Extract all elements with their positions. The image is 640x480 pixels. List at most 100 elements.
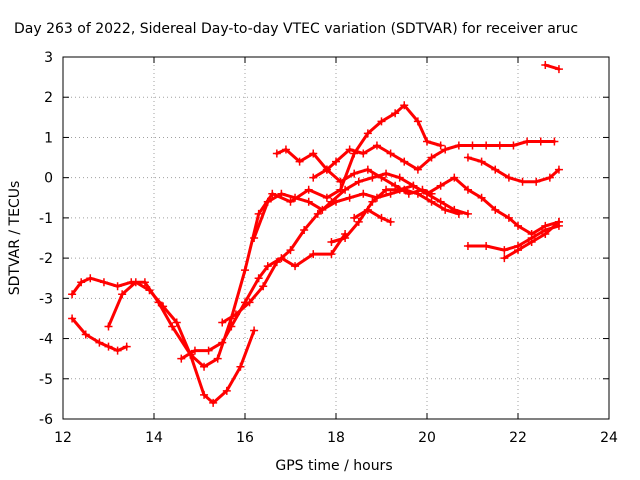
- plus-marker: [372, 141, 381, 150]
- plus-marker: [363, 165, 372, 174]
- plus-marker: [382, 169, 391, 178]
- plus-marker: [482, 141, 491, 150]
- plus-marker: [368, 173, 377, 182]
- plus-marker: [332, 197, 340, 206]
- plus-marker: [122, 342, 131, 351]
- plus-marker: [291, 262, 300, 271]
- grid: [63, 57, 609, 419]
- plus-marker: [168, 322, 177, 331]
- plus-marker: [404, 189, 413, 198]
- plus-marker: [395, 185, 404, 194]
- plus-marker: [322, 165, 331, 174]
- series-layer: [68, 61, 563, 407]
- plus-marker: [500, 254, 509, 263]
- y-tick-label: -4: [39, 332, 53, 348]
- plus-marker: [104, 342, 113, 351]
- plus-marker: [409, 181, 418, 190]
- plus-marker: [172, 318, 181, 327]
- y-tick-label: 3: [44, 50, 53, 66]
- series-track-4: [177, 229, 350, 363]
- plus-marker: [354, 217, 363, 226]
- plus-marker: [345, 193, 354, 202]
- plus-marker: [400, 157, 409, 166]
- plus-marker: [86, 274, 95, 283]
- plus-marker: [527, 238, 536, 247]
- plus-marker: [81, 330, 90, 339]
- plus-marker: [391, 109, 400, 118]
- plus-marker: [272, 258, 281, 267]
- plus-marker: [482, 242, 491, 251]
- plus-marker: [377, 213, 386, 222]
- plus-marker: [463, 242, 472, 251]
- plus-marker: [241, 266, 249, 275]
- plus-marker: [541, 61, 550, 70]
- y-tick-label: -3: [39, 291, 53, 307]
- series-trace: [352, 208, 393, 224]
- plus-marker: [304, 197, 313, 206]
- series-track-8: [309, 137, 559, 182]
- plus-marker: [309, 250, 318, 259]
- plus-marker: [113, 346, 122, 355]
- plus-marker: [77, 278, 86, 287]
- plus-marker: [304, 185, 313, 194]
- plus-marker: [68, 314, 77, 323]
- plus-marker: [550, 137, 559, 146]
- series-track-7: [272, 145, 436, 198]
- plus-marker: [554, 65, 563, 74]
- series-track-9: [327, 181, 472, 247]
- plus-marker: [295, 157, 304, 166]
- plus-marker: [309, 173, 318, 182]
- plus-marker: [263, 262, 272, 271]
- x-tick-label: 14: [145, 430, 163, 446]
- series-track-2: [68, 314, 131, 355]
- x-tick-label: 12: [54, 430, 72, 446]
- plus-marker: [504, 213, 513, 222]
- plus-marker: [309, 149, 318, 158]
- plus-marker: [204, 346, 213, 355]
- plus-marker: [450, 173, 459, 182]
- x-tick-label: 16: [236, 430, 254, 446]
- plus-marker: [68, 290, 77, 299]
- plus-marker: [277, 189, 286, 198]
- plus-marker: [427, 153, 436, 162]
- plus-marker: [359, 189, 368, 198]
- plus-marker: [341, 234, 350, 242]
- plus-marker: [463, 209, 472, 218]
- series-track-13: [500, 217, 563, 263]
- plus-marker: [468, 141, 477, 150]
- plus-marker: [504, 173, 513, 182]
- plus-marker: [436, 197, 445, 206]
- plus-marker: [514, 246, 522, 255]
- plus-marker: [245, 298, 254, 307]
- series-track-10: [350, 205, 395, 226]
- plus-marker: [327, 238, 336, 247]
- plus-marker: [231, 310, 240, 319]
- plus-marker: [477, 193, 486, 202]
- plus-marker: [518, 177, 527, 186]
- y-tick-label: 0: [44, 171, 53, 187]
- plus-marker: [118, 290, 127, 299]
- plus-marker: [350, 169, 359, 178]
- x-tick-label: 20: [418, 430, 436, 446]
- plus-marker: [454, 141, 463, 150]
- plus-marker: [104, 322, 113, 331]
- plus-marker: [354, 177, 363, 186]
- plus-marker: [99, 278, 108, 287]
- plus-marker: [400, 101, 409, 110]
- x-tick-label: 24: [600, 430, 618, 446]
- plus-marker: [327, 250, 336, 259]
- chart-title: Day 263 of 2022, Sidereal Day-to-day VTE…: [14, 21, 578, 37]
- plus-marker: [300, 225, 309, 234]
- plus-marker: [140, 278, 149, 287]
- plus-marker: [523, 137, 532, 146]
- plus-marker: [281, 145, 290, 154]
- plus-marker: [272, 149, 281, 158]
- plus-marker: [286, 197, 295, 206]
- plus-marker: [423, 137, 431, 146]
- y-tick-label: 2: [44, 90, 53, 106]
- plus-marker: [536, 137, 545, 146]
- plus-marker: [368, 197, 377, 206]
- plus-marker: [463, 185, 472, 194]
